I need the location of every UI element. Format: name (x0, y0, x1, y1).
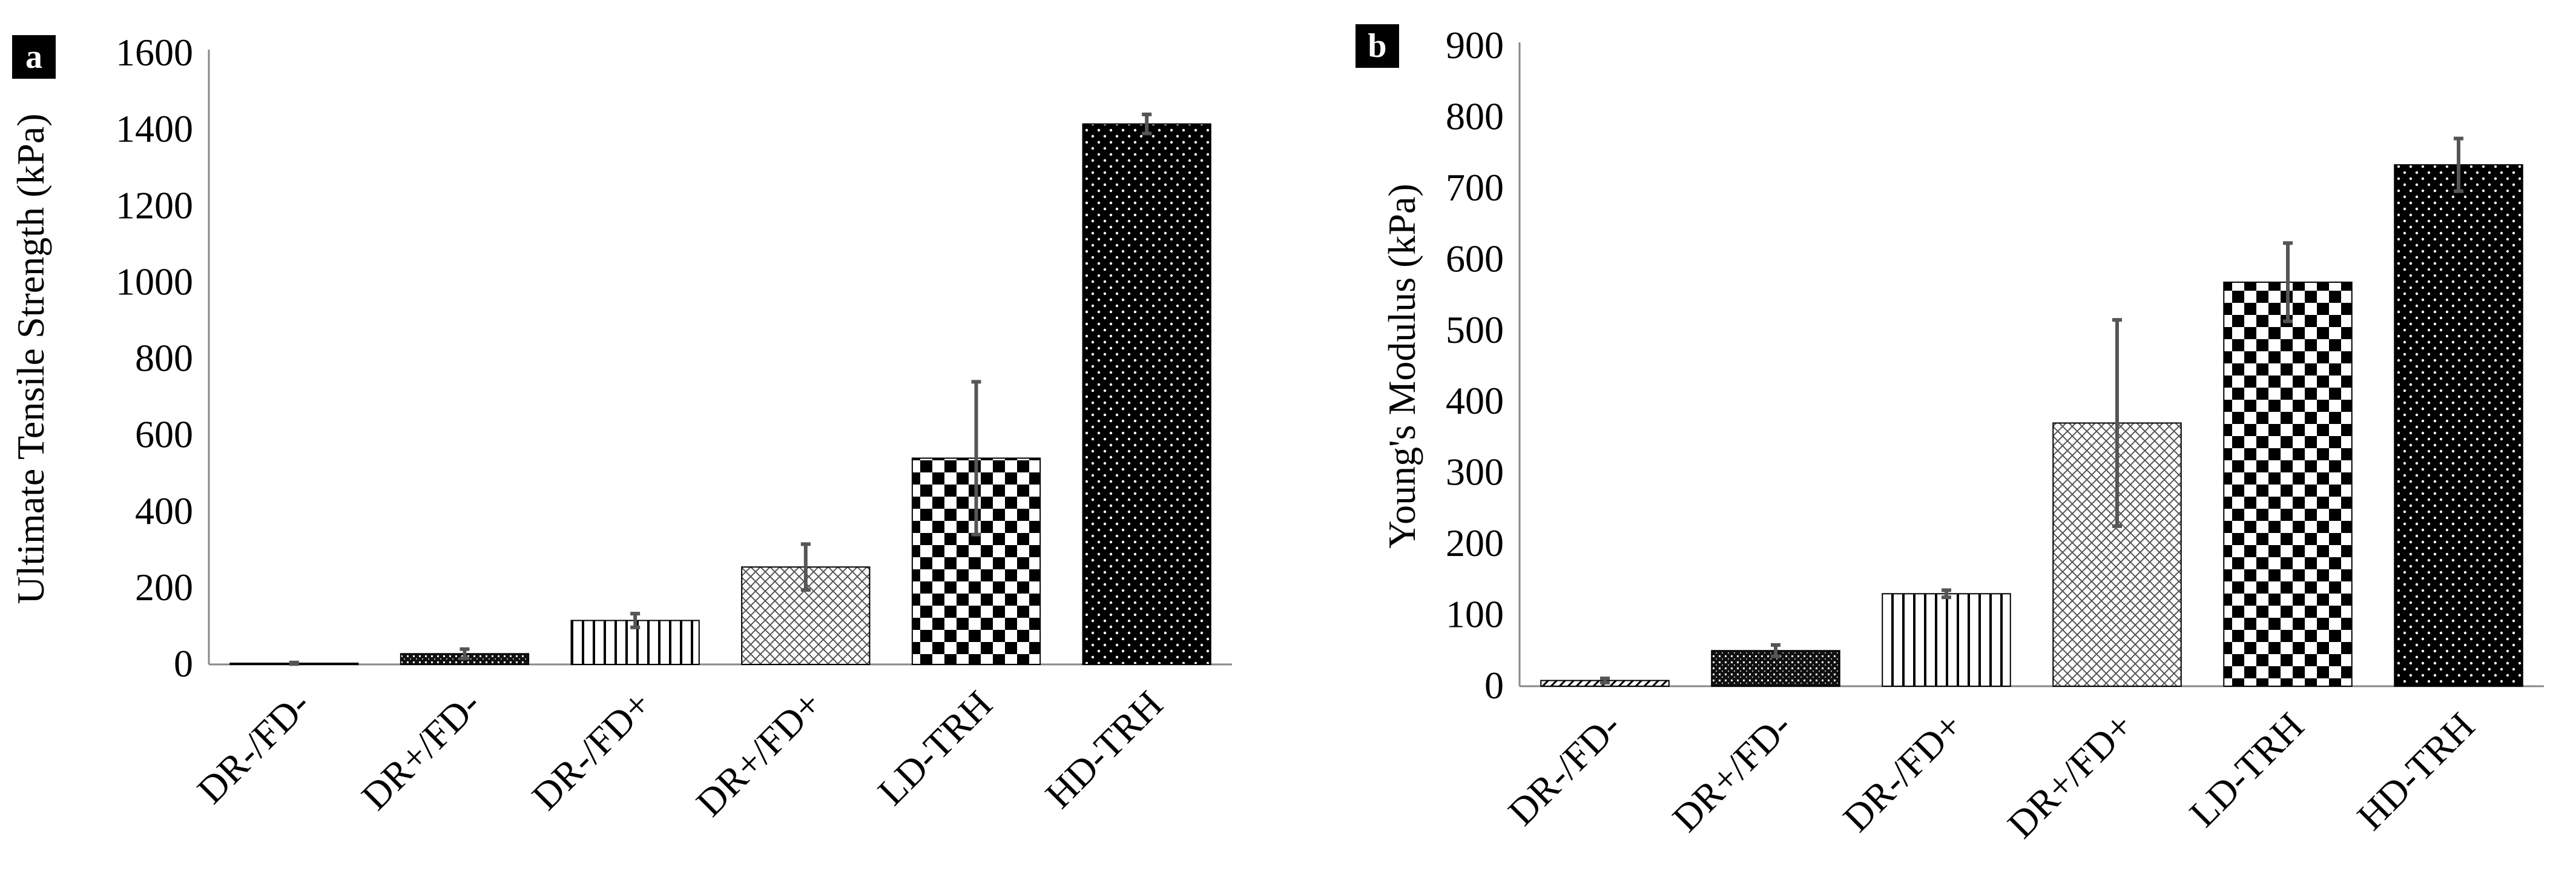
x-category-label: DR-/FD+ (524, 683, 659, 818)
y-tick-label: 1000 (116, 260, 193, 303)
bar (1082, 123, 1211, 665)
x-category-label: DR+/FD- (1664, 704, 1800, 840)
error-bar (971, 380, 981, 537)
y-axis-title: Ultimate Tensile Strength (kPa) (9, 113, 52, 604)
x-category-label: DR+/FD+ (688, 683, 830, 825)
error-bar (2283, 241, 2293, 323)
error-bar (630, 612, 641, 629)
y-tick-label: 200 (1446, 521, 1504, 564)
y-tick-label: 0 (174, 642, 193, 685)
error-bar (2454, 136, 2463, 193)
x-category-label: DR-/FD+ (1835, 704, 1971, 840)
y-tick-label: 200 (135, 566, 193, 609)
youngs-modulus-chart: 0 100 200 300 400 500 600 700 800 900 Young's Modu… (1380, 24, 2544, 847)
y-tick-label: 0 (1484, 664, 1504, 707)
x-category-label: DR-/FD- (1500, 704, 1629, 834)
error-bar (800, 542, 811, 592)
y-tick-label: 400 (135, 489, 193, 532)
y-tick-label: 400 (1446, 379, 1504, 422)
ultimate-tensile-strength-chart: 0 200 400 600 800 1000 1200 1400 1600 Ultimate Te… (9, 31, 1232, 825)
x-category-label: LD-TRH (2181, 704, 2312, 835)
error-bar (1600, 677, 1610, 685)
bar (570, 620, 700, 666)
y-tick-label: 600 (135, 413, 193, 456)
y-tick-label: 300 (1446, 451, 1504, 494)
y-axis-title: Young's Modulus (kPa) (1380, 184, 1423, 548)
panel-label-a: a (12, 35, 56, 79)
panel-a: a 0 200 400 600 800 1000 1200 1400 1600 Ultimate … (9, 31, 1232, 825)
error-bar (289, 660, 299, 666)
y-tick-label: 800 (135, 337, 193, 380)
y-tick-label: 500 (1446, 308, 1504, 351)
error-bar (1942, 588, 1951, 600)
error-bar (1771, 643, 1780, 658)
panel-label-b: b (1356, 24, 1399, 68)
x-category-label: DR+/FD- (353, 683, 489, 818)
error-bar (1142, 112, 1152, 136)
x-category-label: HD-TRH (1037, 683, 1171, 816)
y-tick-label: 800 (1446, 94, 1504, 137)
x-category-label: HD-TRH (2349, 704, 2483, 838)
y-tick-label: 700 (1446, 166, 1504, 209)
bar (1882, 593, 2011, 687)
error-bar (2112, 318, 2122, 528)
y-tick-label: 900 (1446, 24, 1504, 67)
panel-b: b 0 100 200 300 400 500 600 700 800 900 Young's Mo… (1288, 0, 2576, 877)
bar (2394, 164, 2523, 687)
error-bar (460, 647, 470, 660)
y-tick-label: 600 (1446, 237, 1504, 280)
bar (2223, 281, 2353, 687)
y-tick-label: 1600 (116, 31, 193, 74)
y-tick-label: 100 (1446, 593, 1504, 636)
x-category-label: LD-TRH (869, 683, 1000, 813)
x-category-label: DR-/FD- (189, 683, 318, 812)
y-tick-label: 1200 (116, 184, 193, 227)
x-category-label: DR+/FD+ (1999, 704, 2141, 847)
y-tick-label: 1400 (116, 107, 193, 150)
